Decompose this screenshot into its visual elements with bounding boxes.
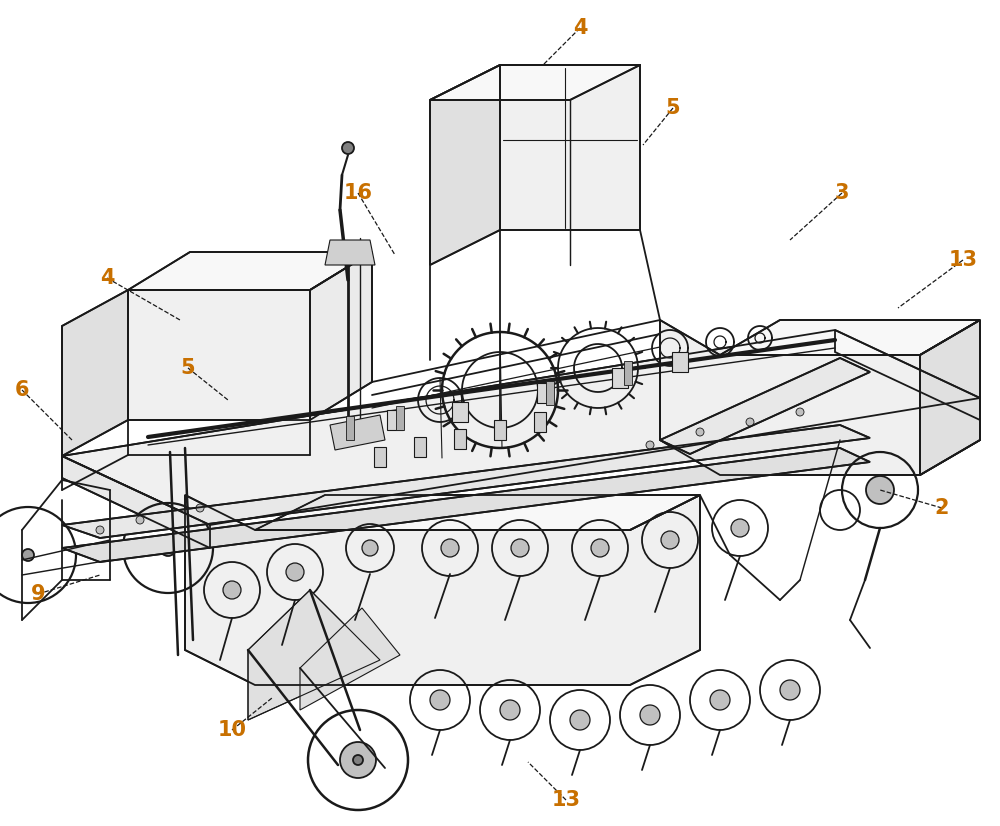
Polygon shape <box>128 290 310 420</box>
Text: 5: 5 <box>666 98 680 118</box>
Polygon shape <box>835 330 980 420</box>
Polygon shape <box>660 320 980 475</box>
Circle shape <box>441 539 459 557</box>
Circle shape <box>731 519 749 537</box>
Circle shape <box>362 540 378 556</box>
Text: 4: 4 <box>573 18 587 38</box>
Text: 13: 13 <box>552 790 580 810</box>
Polygon shape <box>248 590 380 720</box>
Circle shape <box>223 581 241 599</box>
Circle shape <box>696 428 704 436</box>
Polygon shape <box>387 410 403 430</box>
Circle shape <box>430 690 450 710</box>
Polygon shape <box>325 240 375 265</box>
Polygon shape <box>300 608 400 710</box>
Polygon shape <box>62 290 128 456</box>
Polygon shape <box>660 358 870 454</box>
Text: 10: 10 <box>218 720 246 740</box>
Text: 13: 13 <box>948 250 978 270</box>
Circle shape <box>342 142 354 154</box>
Circle shape <box>866 476 894 504</box>
Circle shape <box>340 742 376 778</box>
Circle shape <box>136 516 144 524</box>
Polygon shape <box>920 320 980 475</box>
Polygon shape <box>430 65 640 100</box>
Circle shape <box>570 710 590 730</box>
Circle shape <box>196 504 204 512</box>
Polygon shape <box>346 416 354 440</box>
Circle shape <box>160 540 176 556</box>
Circle shape <box>500 700 520 720</box>
Polygon shape <box>62 330 980 525</box>
Circle shape <box>796 408 804 416</box>
Text: 16: 16 <box>344 183 372 203</box>
Polygon shape <box>612 368 628 388</box>
Circle shape <box>96 526 104 534</box>
Circle shape <box>780 680 800 700</box>
Polygon shape <box>430 65 500 265</box>
Polygon shape <box>62 448 870 562</box>
Polygon shape <box>374 447 386 467</box>
Text: 5: 5 <box>181 358 195 378</box>
Polygon shape <box>672 352 688 372</box>
Circle shape <box>353 755 363 765</box>
Polygon shape <box>546 381 554 405</box>
Polygon shape <box>494 420 506 440</box>
Text: 3: 3 <box>835 183 849 203</box>
Polygon shape <box>396 406 404 430</box>
Polygon shape <box>537 383 553 403</box>
Circle shape <box>511 539 529 557</box>
Polygon shape <box>185 495 700 685</box>
Circle shape <box>22 549 34 561</box>
Circle shape <box>746 418 754 426</box>
Polygon shape <box>310 252 372 420</box>
Polygon shape <box>414 437 426 457</box>
Polygon shape <box>624 361 632 385</box>
Circle shape <box>640 705 660 725</box>
Text: 6: 6 <box>15 380 29 400</box>
Circle shape <box>710 690 730 710</box>
Text: 4: 4 <box>100 268 114 288</box>
Polygon shape <box>62 456 210 548</box>
Text: 9: 9 <box>31 584 45 604</box>
Circle shape <box>286 563 304 581</box>
Circle shape <box>646 441 654 449</box>
Polygon shape <box>500 65 640 230</box>
Polygon shape <box>452 402 468 422</box>
Polygon shape <box>454 429 466 449</box>
Polygon shape <box>255 495 700 530</box>
Polygon shape <box>720 320 980 355</box>
Circle shape <box>591 539 609 557</box>
Polygon shape <box>534 412 546 432</box>
Polygon shape <box>62 425 870 538</box>
Text: 2: 2 <box>935 498 949 518</box>
Circle shape <box>661 531 679 549</box>
Polygon shape <box>330 415 385 450</box>
Polygon shape <box>128 252 372 290</box>
